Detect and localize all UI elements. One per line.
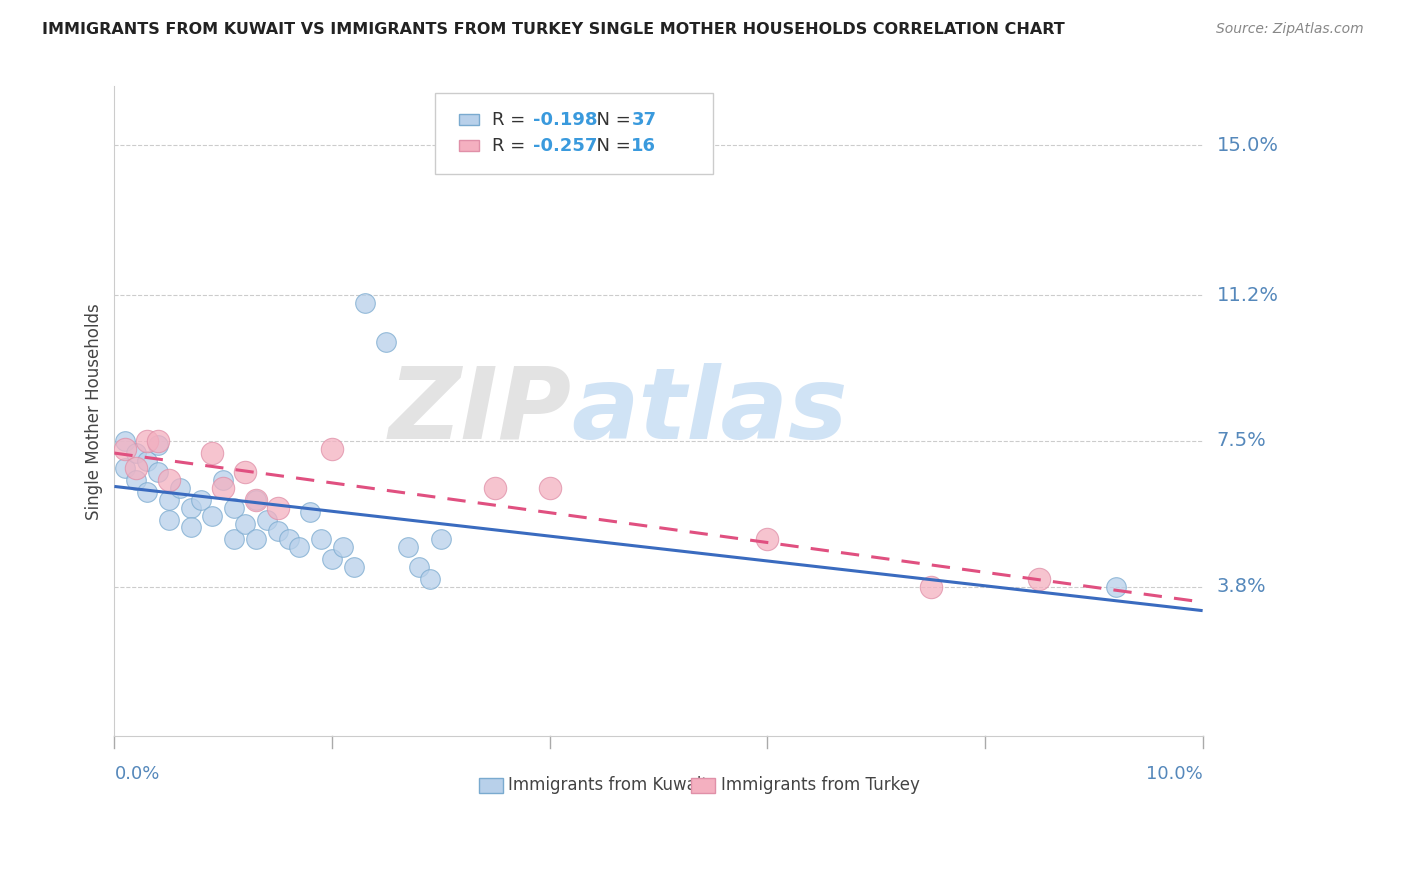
Point <box>1028 572 1050 586</box>
Point <box>180 520 202 534</box>
Point <box>266 524 288 539</box>
Point <box>224 533 246 547</box>
Point <box>136 453 159 467</box>
Text: -0.198: -0.198 <box>533 112 598 129</box>
Point <box>245 492 267 507</box>
Point <box>146 466 169 480</box>
Point <box>408 559 430 574</box>
Point <box>190 492 212 507</box>
Point <box>157 513 180 527</box>
Point <box>920 580 942 594</box>
Point <box>212 481 235 495</box>
Point <box>125 445 148 459</box>
Text: Source: ZipAtlas.com: Source: ZipAtlas.com <box>1216 22 1364 37</box>
Text: 10.0%: 10.0% <box>1146 765 1202 783</box>
Text: -0.257: -0.257 <box>533 137 598 155</box>
Point <box>125 461 148 475</box>
Point <box>212 473 235 487</box>
Point <box>266 500 288 515</box>
Point <box>146 438 169 452</box>
Point <box>396 540 419 554</box>
Point <box>256 513 278 527</box>
Text: R =: R = <box>492 112 531 129</box>
Point <box>288 540 311 554</box>
Point <box>430 533 453 547</box>
Point <box>538 481 561 495</box>
Point <box>419 572 441 586</box>
Point <box>180 500 202 515</box>
Point <box>245 533 267 547</box>
Text: 0.0%: 0.0% <box>114 765 160 783</box>
Point <box>224 500 246 515</box>
Point <box>245 492 267 507</box>
Point <box>756 533 779 547</box>
Point <box>125 473 148 487</box>
Point <box>114 461 136 475</box>
Point <box>157 473 180 487</box>
Point <box>484 481 506 495</box>
Point <box>321 442 343 456</box>
Point <box>332 540 354 554</box>
Point <box>233 466 256 480</box>
Point <box>1104 580 1126 594</box>
Point <box>201 508 224 523</box>
Point <box>375 335 398 350</box>
Point <box>169 481 191 495</box>
Point <box>277 533 299 547</box>
FancyBboxPatch shape <box>436 93 713 174</box>
Point <box>136 485 159 500</box>
FancyBboxPatch shape <box>460 113 479 126</box>
Text: Immigrants from Turkey: Immigrants from Turkey <box>720 776 920 794</box>
Text: 3.8%: 3.8% <box>1216 577 1267 596</box>
Point <box>353 296 375 310</box>
Point <box>146 434 169 448</box>
Text: 7.5%: 7.5% <box>1216 432 1267 450</box>
Point <box>114 442 136 456</box>
Point <box>157 492 180 507</box>
Text: 15.0%: 15.0% <box>1216 136 1278 155</box>
Text: atlas: atlas <box>571 363 848 459</box>
Text: ZIP: ZIP <box>388 363 571 459</box>
Text: N =: N = <box>585 112 636 129</box>
Text: N =: N = <box>585 137 636 155</box>
Text: 37: 37 <box>631 112 657 129</box>
Text: IMMIGRANTS FROM KUWAIT VS IMMIGRANTS FROM TURKEY SINGLE MOTHER HOUSEHOLDS CORREL: IMMIGRANTS FROM KUWAIT VS IMMIGRANTS FRO… <box>42 22 1064 37</box>
Text: R =: R = <box>492 137 531 155</box>
Point <box>321 552 343 566</box>
Text: Immigrants from Kuwait: Immigrants from Kuwait <box>509 776 709 794</box>
Text: 11.2%: 11.2% <box>1216 285 1278 304</box>
FancyBboxPatch shape <box>692 779 716 793</box>
Point <box>114 434 136 448</box>
FancyBboxPatch shape <box>479 779 503 793</box>
Point <box>299 505 322 519</box>
FancyBboxPatch shape <box>460 140 479 152</box>
Point <box>201 445 224 459</box>
Point <box>309 533 332 547</box>
Point <box>136 434 159 448</box>
Text: 16: 16 <box>631 137 657 155</box>
Point <box>343 559 366 574</box>
Y-axis label: Single Mother Households: Single Mother Households <box>86 303 103 520</box>
Point <box>233 516 256 531</box>
